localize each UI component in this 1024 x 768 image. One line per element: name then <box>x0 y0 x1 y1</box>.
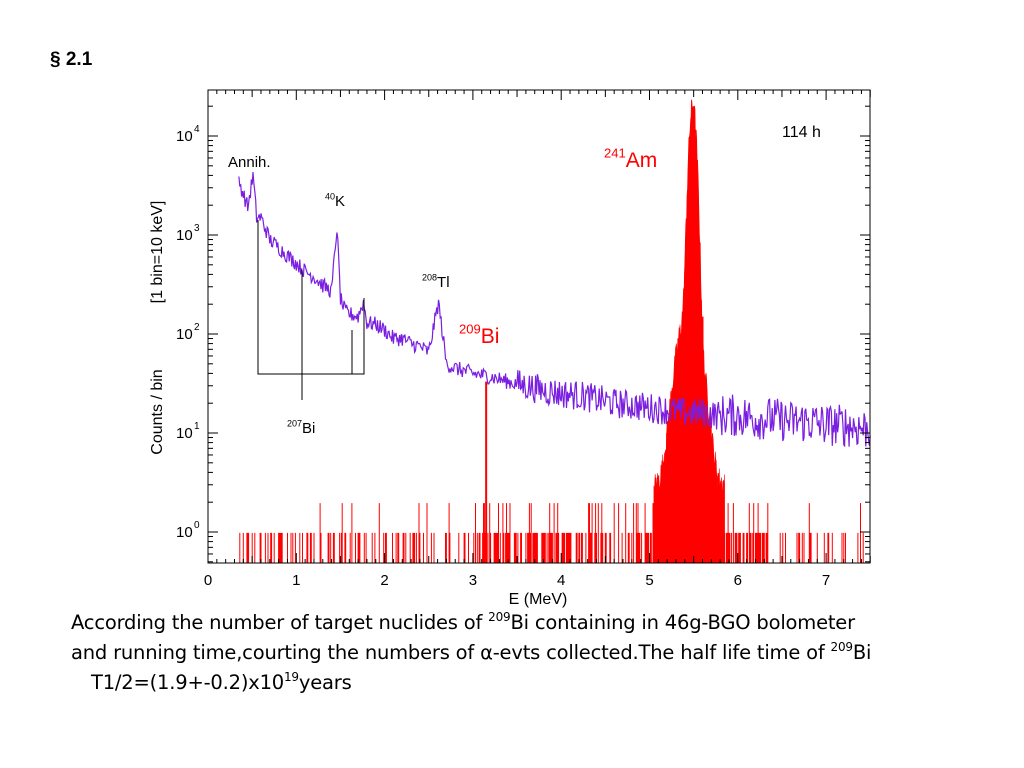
x-tick-label: 5 <box>645 572 653 589</box>
y-tick-label: 10 <box>176 227 193 244</box>
purple-series-layer <box>238 171 871 448</box>
plot-frame <box>207 89 871 564</box>
am241-peak <box>653 98 725 564</box>
x-tick-label: 4 <box>557 572 565 589</box>
y-tick-label: 10 <box>176 425 193 442</box>
bi207-brackets <box>257 220 365 400</box>
annotation-4: 241Am <box>604 146 657 172</box>
y-tick-exponent: 0 <box>194 520 200 531</box>
annotation-0: Annih. <box>228 154 271 171</box>
red-noise-layer <box>239 98 864 564</box>
axes <box>207 89 871 564</box>
x-tick-label: 2 <box>380 572 388 589</box>
annotations: Annih. 40K 208Tl 209Bi 241Am 207Bi <box>228 146 657 437</box>
y-tick-exponent: 1 <box>194 421 200 432</box>
caption-line-3: T1/2=(1.9+-0.2)x1019years <box>91 670 352 694</box>
caption-line-2: and running time,courting the numbers of… <box>71 640 872 664</box>
y-tick-exponent: 4 <box>194 124 200 135</box>
red-noise-floor <box>239 503 864 563</box>
caption-line-1: According the number of target nuclides … <box>71 610 855 634</box>
y-tick-exponent: 2 <box>194 322 200 333</box>
x-tick-label: 6 <box>734 572 742 589</box>
y-tick-label: 10 <box>176 128 193 145</box>
x-tick-label: 1 <box>292 572 300 589</box>
y-tick-label: 10 <box>176 326 193 343</box>
caption: According the number of target nuclides … <box>71 608 971 698</box>
bi207-bracket-lines <box>257 220 365 400</box>
x-tick-label: 7 <box>822 572 830 589</box>
x-tick-label: 0 <box>204 572 212 589</box>
y-axis-label-inner: Counts / bin <box>149 369 166 454</box>
purple-series-line <box>238 171 871 448</box>
y-tick-exponent: 3 <box>194 223 200 234</box>
annotation-2: 208Tl <box>422 272 450 291</box>
annotation-5: 207Bi <box>287 418 315 437</box>
x-tick-label: 3 <box>469 572 477 589</box>
x-axis-label: E (MeV) <box>509 591 568 608</box>
annotation-3: 209Bi <box>459 322 499 348</box>
annotation-1: 40K <box>325 191 345 210</box>
section-heading: § 2.1 <box>50 49 93 70</box>
y-tick-label: 10 <box>176 524 193 541</box>
y-axis-label-outer: [1 bin=10 keV] <box>149 201 166 304</box>
runtime-label: 114 h <box>782 124 821 141</box>
